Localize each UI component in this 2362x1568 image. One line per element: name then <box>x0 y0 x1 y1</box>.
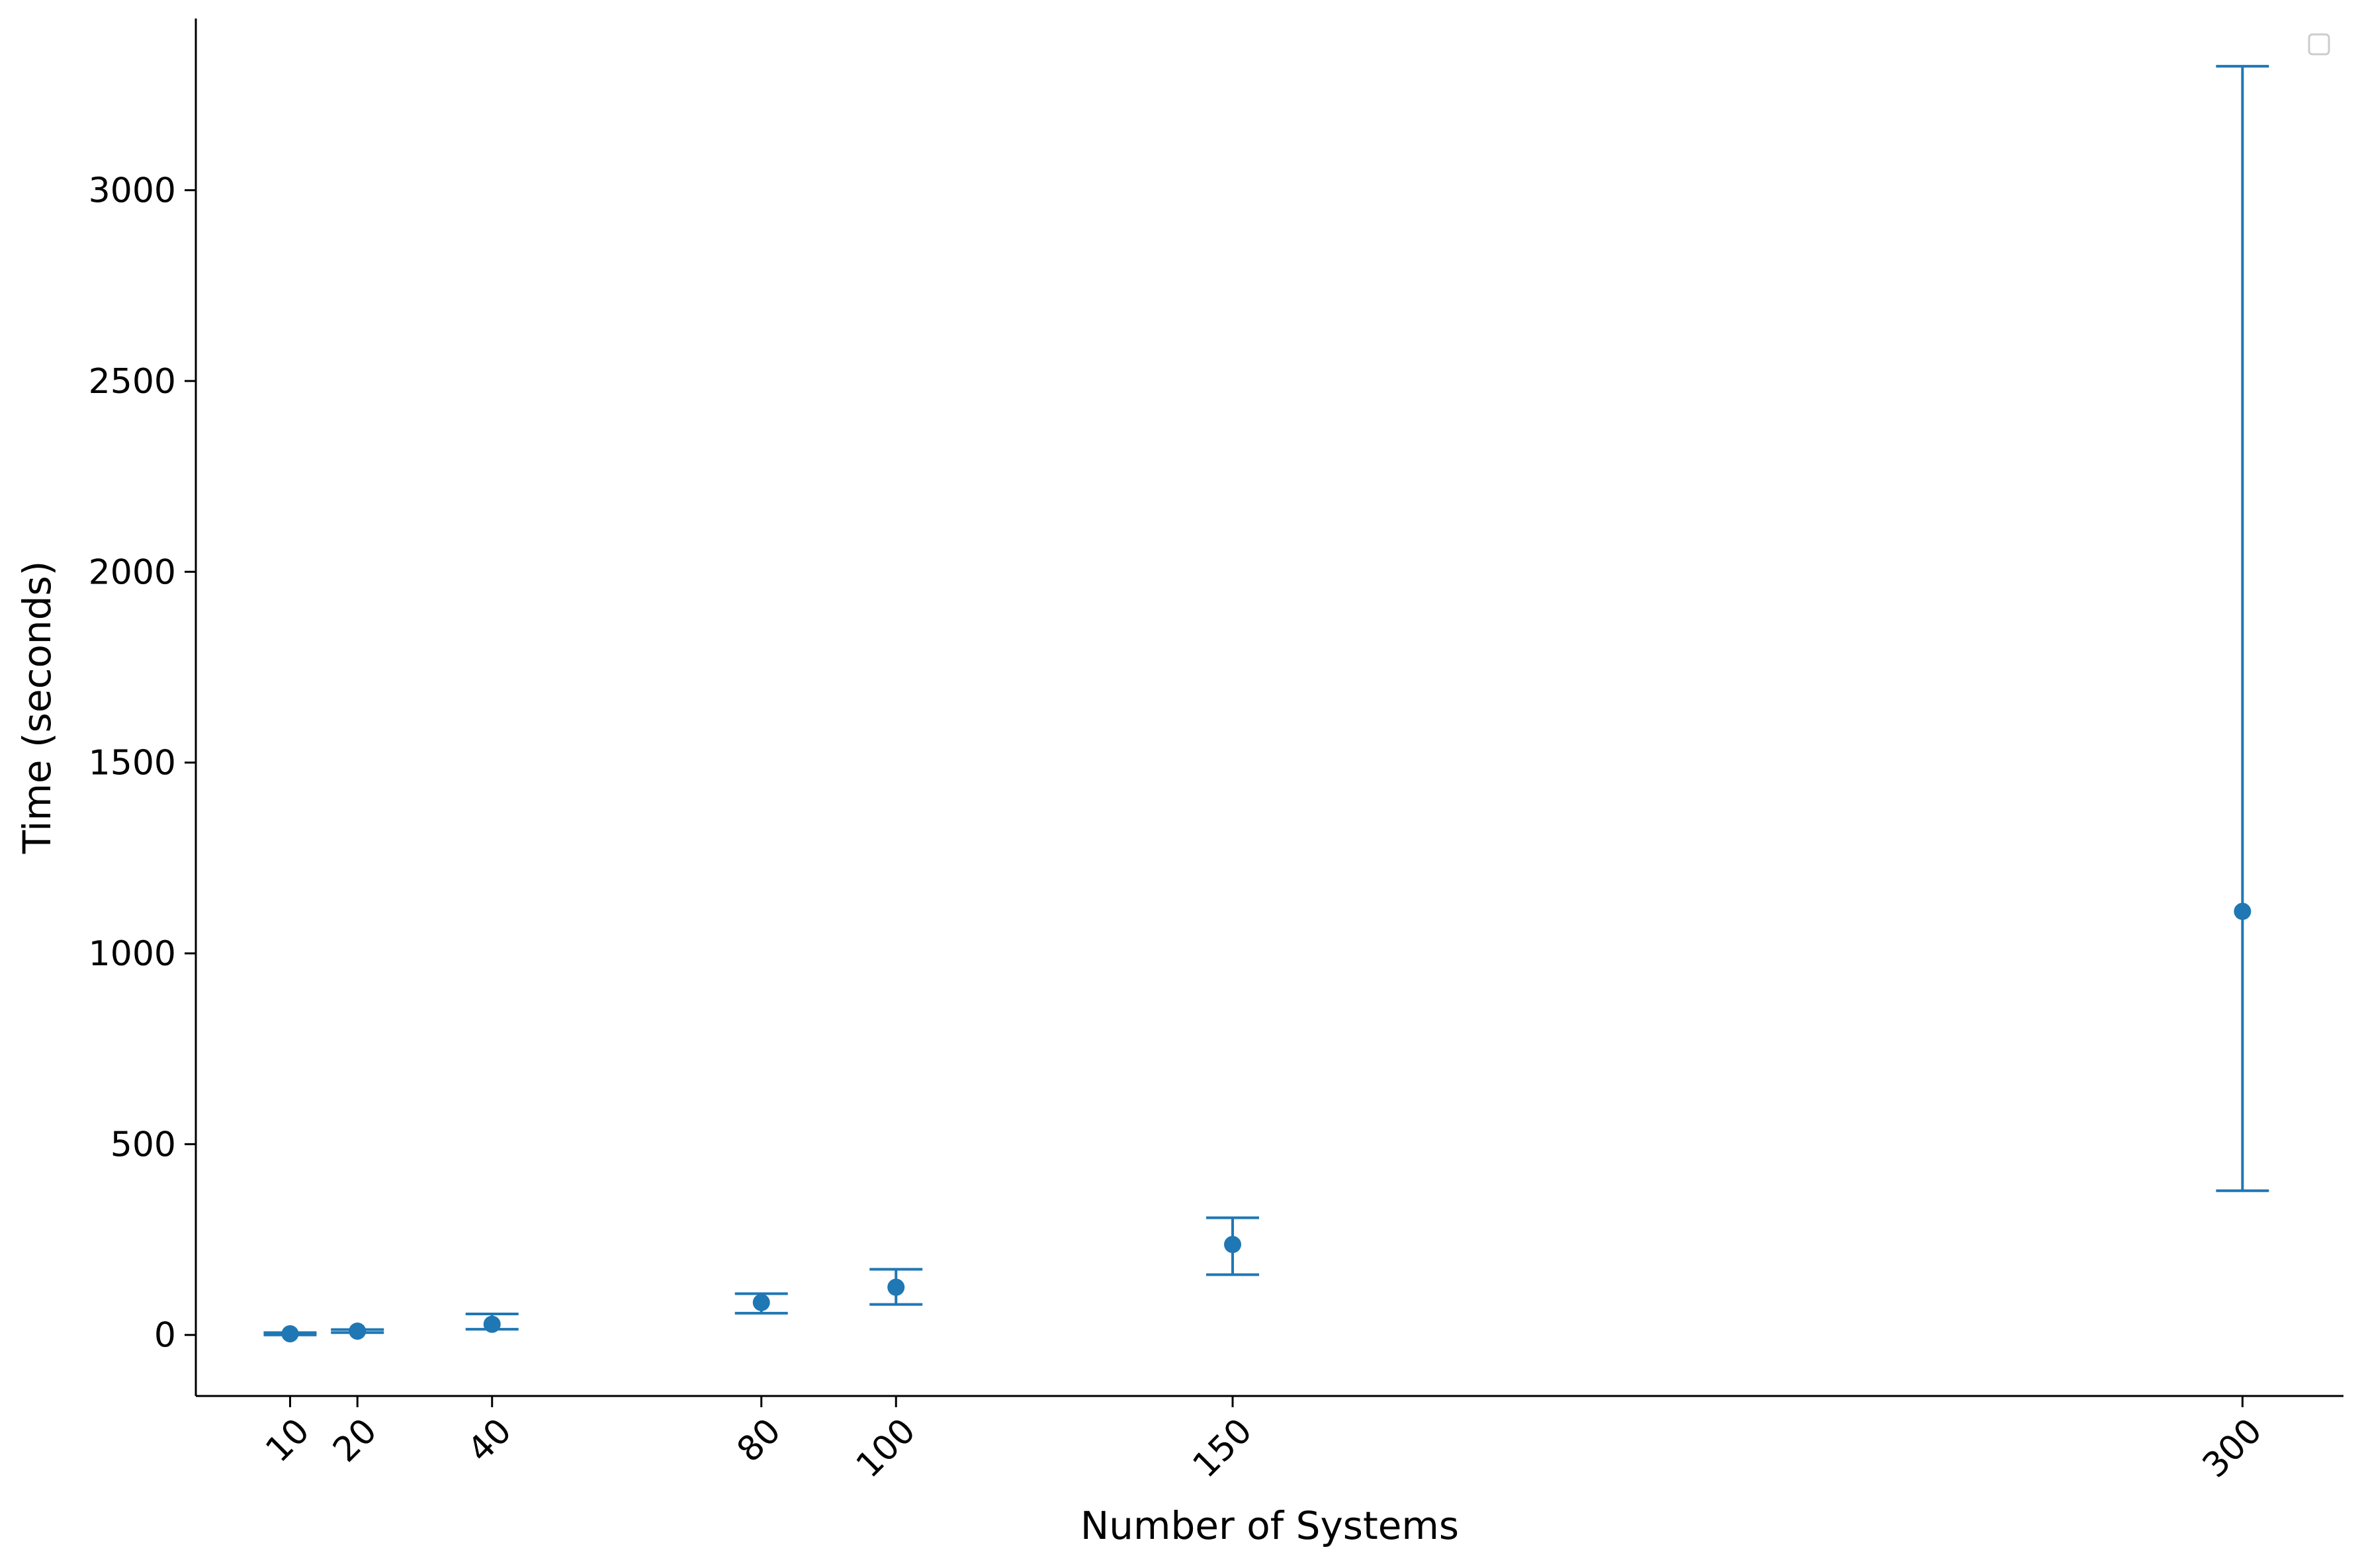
x-tick-label-2: 40 <box>460 1411 519 1470</box>
y-tick-label-2: 1000 <box>89 934 176 974</box>
ticks: 10 20 40 80 100 150 30005001000150020002500300… <box>89 171 2270 1486</box>
data-point-2 <box>483 1315 501 1333</box>
data-point-3 <box>752 1293 770 1311</box>
y-tick-label-1: 500 <box>110 1125 176 1164</box>
y-tick-label-0: 0 <box>154 1316 176 1356</box>
x-axis-label: Number of Systems <box>1080 1503 1459 1548</box>
x-tick-label-0: 10 <box>258 1411 317 1470</box>
axes <box>195 19 2343 1397</box>
y-tick-label-6: 3000 <box>89 171 176 211</box>
plot-area <box>263 65 2269 1342</box>
y-tick-label-4: 2000 <box>89 552 176 592</box>
legend-box <box>2308 33 2330 56</box>
x-tick-label-4: 100 <box>849 1411 924 1486</box>
x-tick-label-5: 150 <box>1186 1411 1260 1486</box>
y-axis-label: Time (seconds) <box>15 561 60 855</box>
x-tick-label-3: 80 <box>730 1411 789 1470</box>
y-tick-label-5: 2500 <box>89 362 176 402</box>
data-point-5 <box>1224 1236 1242 1254</box>
data-point-4 <box>887 1278 905 1296</box>
data-point-1 <box>349 1322 367 1340</box>
x-tick-label-1: 20 <box>326 1411 384 1470</box>
data-point-0 <box>281 1325 299 1342</box>
y-tick-label-3: 1500 <box>89 744 176 783</box>
data-point-6 <box>2234 902 2252 920</box>
x-tick-label-6: 300 <box>2195 1411 2270 1486</box>
